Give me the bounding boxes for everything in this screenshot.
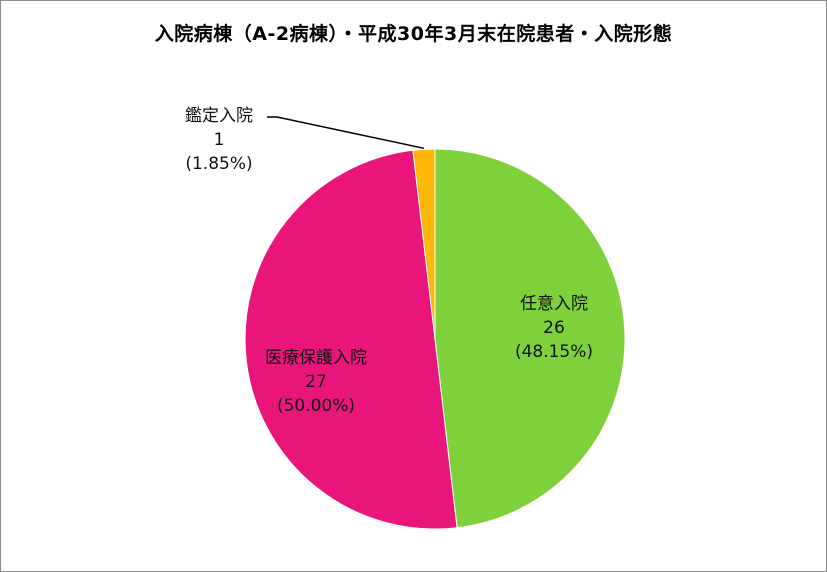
data-label-voluntary-value: 26	[543, 318, 565, 338]
data-label-appraisal-value: 1	[214, 130, 225, 150]
data-label-appraisal-percent: (1.85%)	[185, 154, 252, 174]
pie-slice-voluntary	[434, 148, 626, 529]
leader-line-appraisal	[267, 116, 425, 150]
data-label-appraisal-name: 鑑定入院	[185, 106, 253, 126]
pie-slice-appraisal	[412, 148, 436, 340]
data-label-voluntary-percent: (48.15%)	[515, 342, 593, 362]
pie-slice-medical-protection	[244, 149, 458, 530]
chart-title: 入院病棟（A-2病棟）・平成30年3月末在院患者・入院形態	[154, 23, 673, 45]
data-label-medical-protection-percent: (50.00%)	[277, 396, 355, 416]
data-label-medical-protection-value: 27	[305, 372, 327, 392]
data-label-medical-protection-name: 医療保護入院	[265, 348, 367, 368]
data-label-voluntary-name: 任意入院	[520, 294, 588, 314]
